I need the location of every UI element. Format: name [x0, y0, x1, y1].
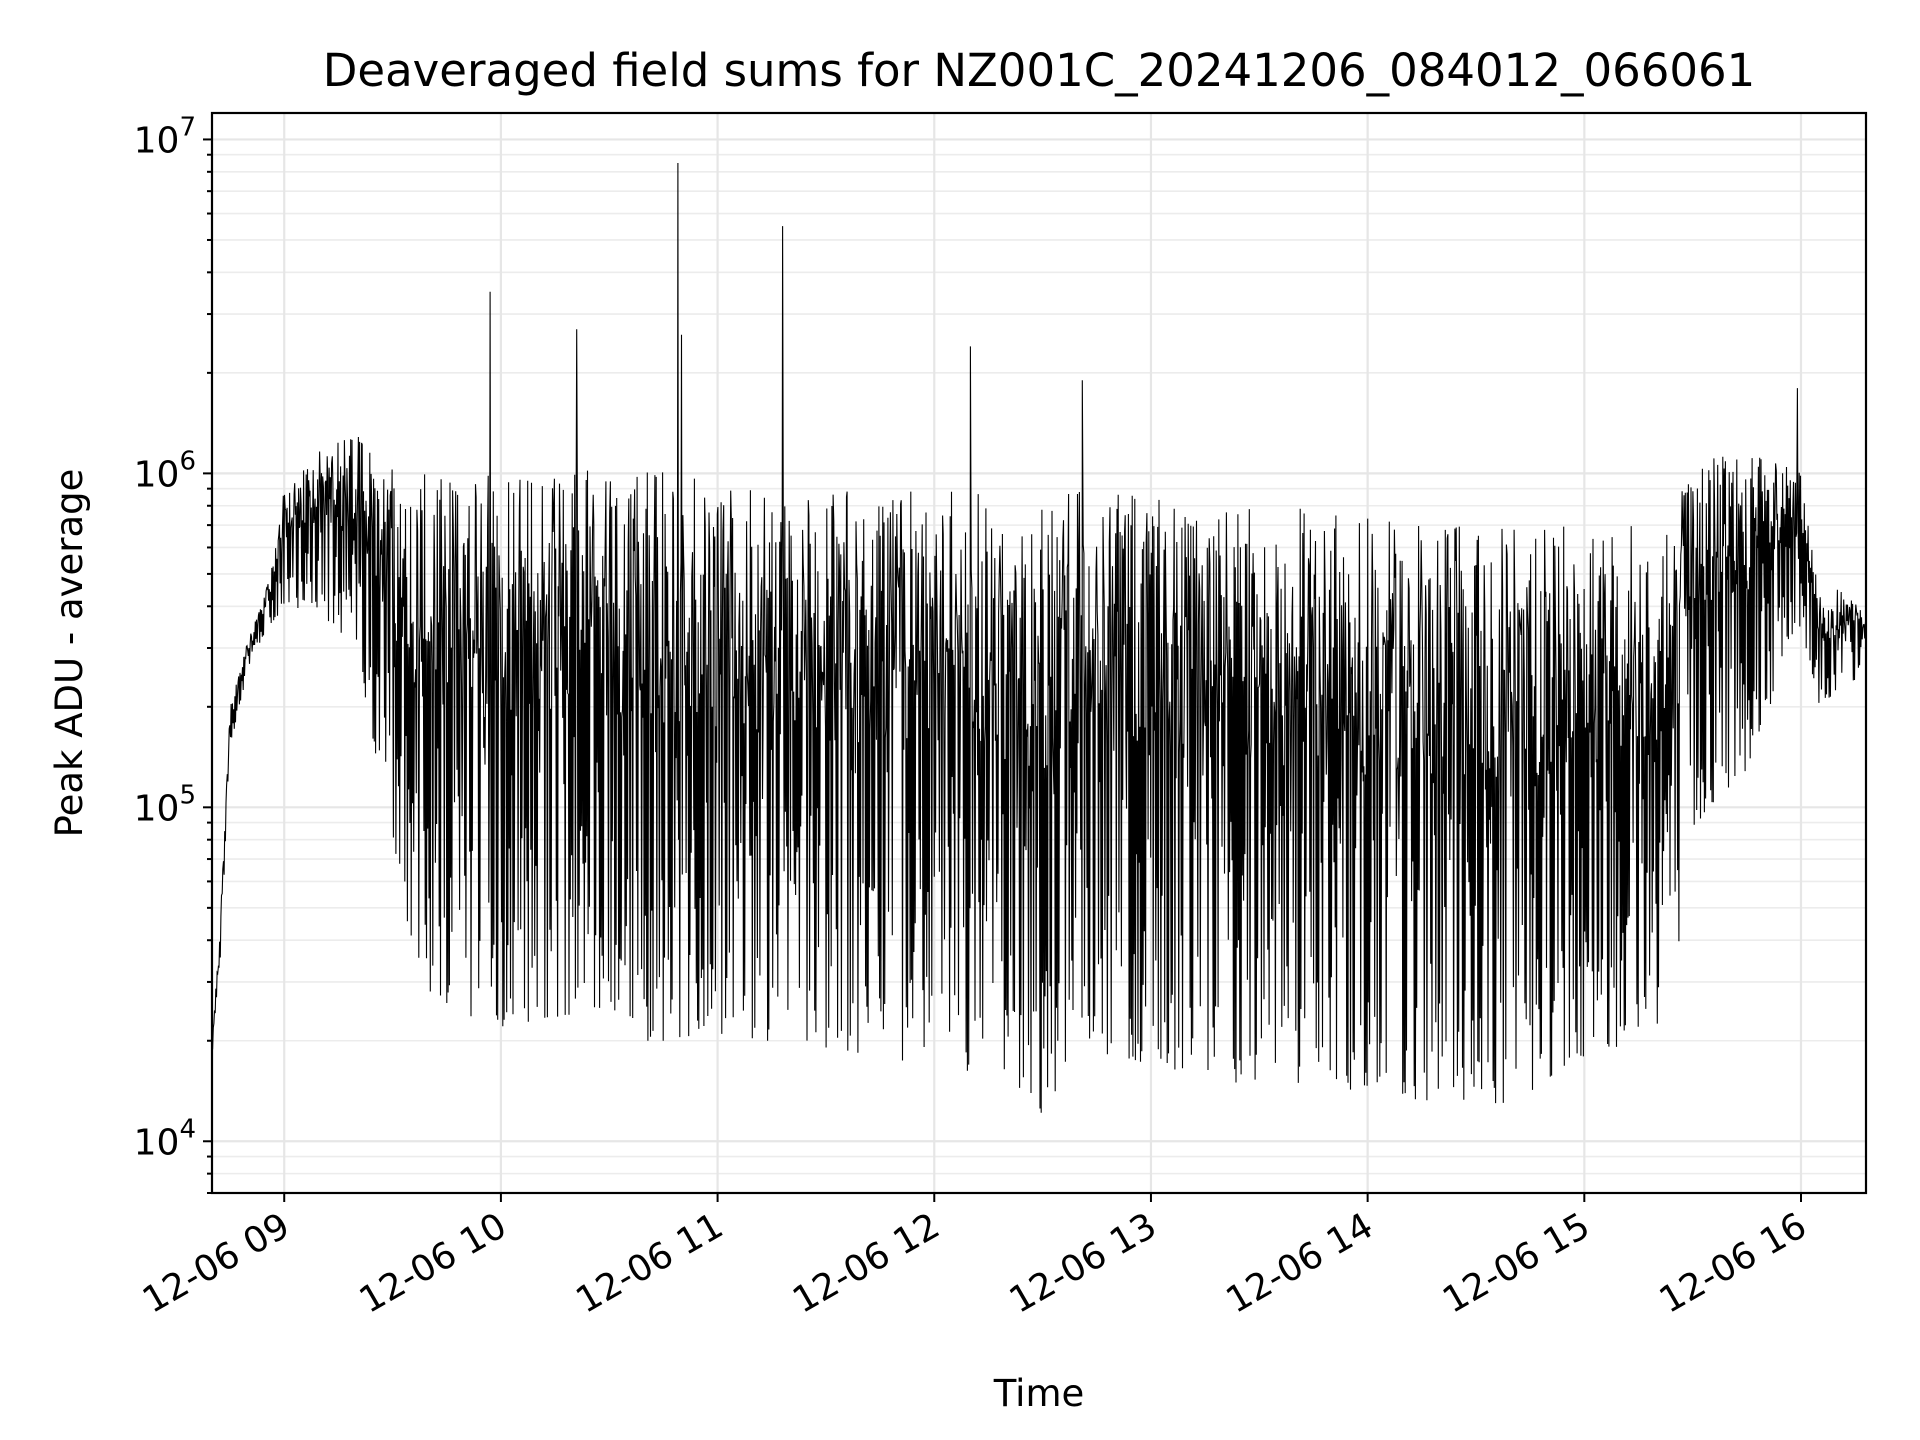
x-tick-label: 12-06 11: [569, 1205, 730, 1321]
series-layer: [212, 162, 1866, 1113]
plot-frame: [210, 111, 1868, 1195]
x-tick-label: 12-06 15: [1436, 1205, 1597, 1321]
chart-title: Deaveraged field sums for NZ001C_2024120…: [323, 44, 1755, 97]
y-tick-label: 107: [134, 112, 196, 161]
y-tick-label: 105: [134, 780, 196, 829]
series-line: [212, 162, 1866, 1113]
y-tick-label: 104: [134, 1114, 196, 1163]
y-tick-label: 106: [134, 446, 196, 495]
x-tick-label: 12-06 10: [353, 1205, 514, 1321]
x-tick-label: 12-06 12: [786, 1205, 947, 1321]
x-tick-label: 12-06 13: [1003, 1205, 1164, 1321]
x-axis-label: Time: [993, 1372, 1085, 1415]
y-axis-label: Peak ADU - average: [48, 469, 91, 838]
x-tick-label: 12-06 09: [136, 1205, 297, 1321]
x-tick-label: 12-06 16: [1653, 1205, 1814, 1321]
x-tick-label: 12-06 14: [1219, 1205, 1380, 1321]
